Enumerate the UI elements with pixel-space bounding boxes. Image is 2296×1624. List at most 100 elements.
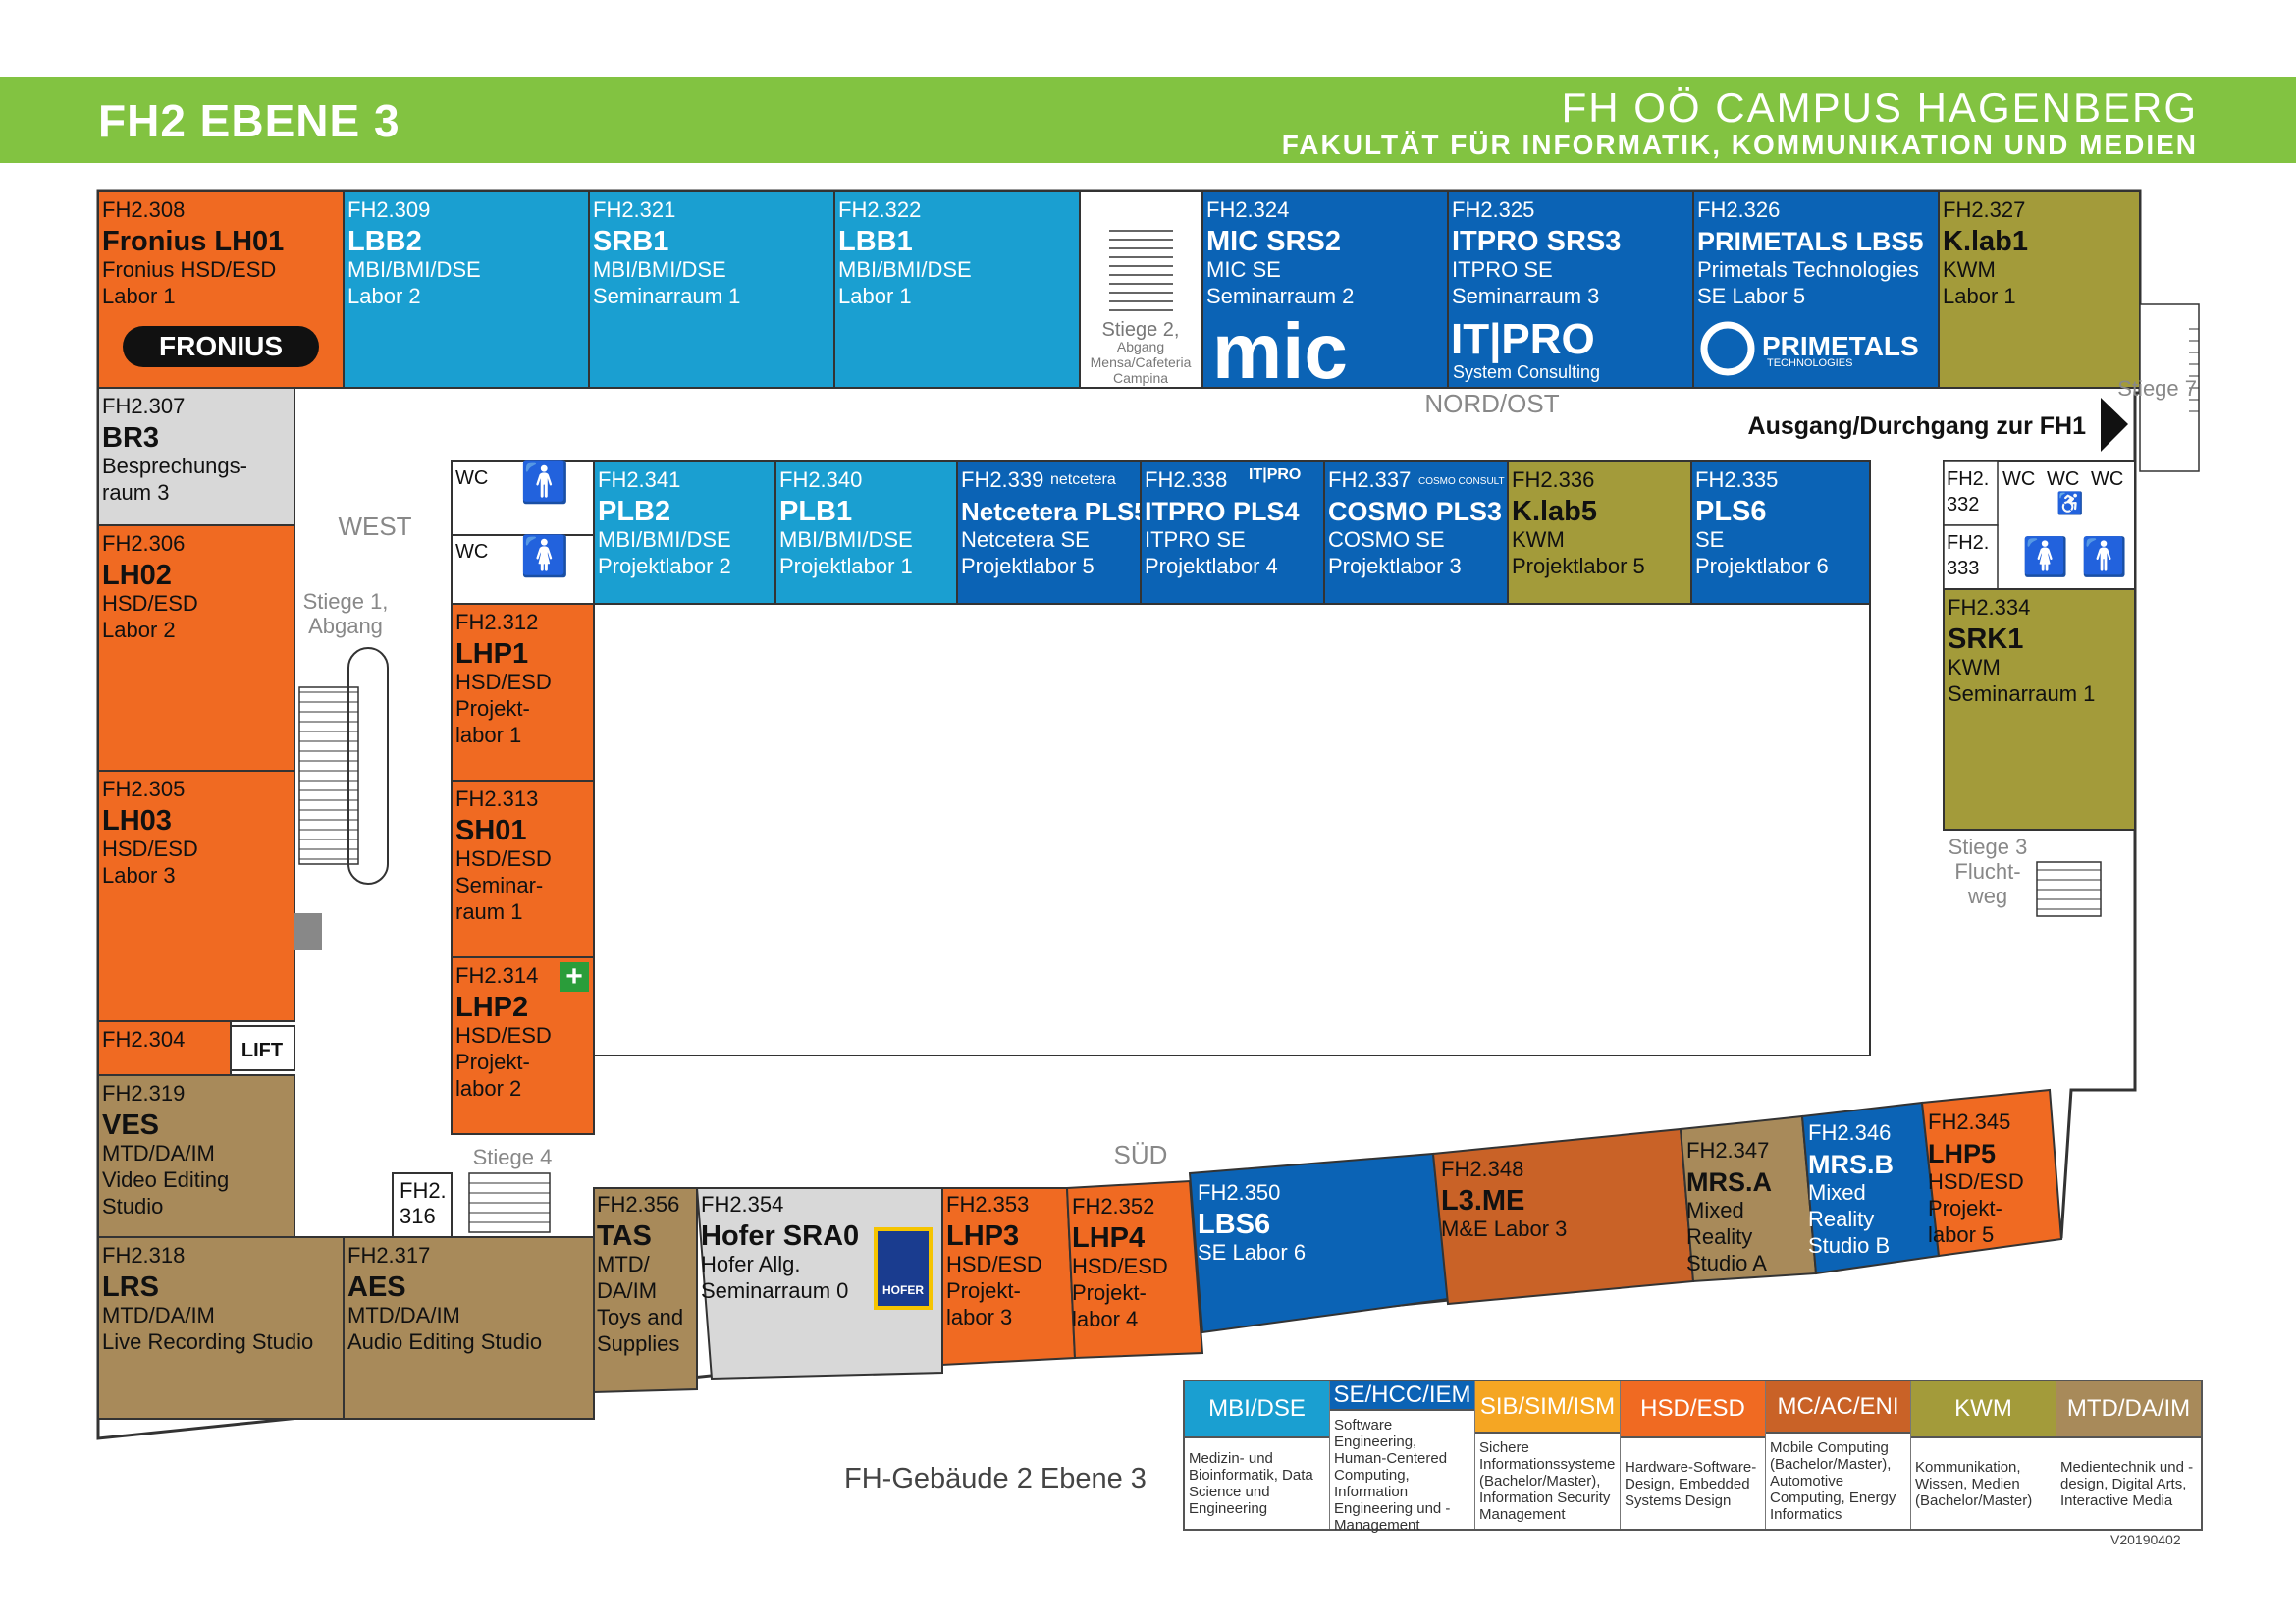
room-line: HSD/ESD	[1072, 1254, 1168, 1278]
room-line: COSMO SE	[1328, 527, 1445, 552]
room-line: Projektlabor 6	[1695, 554, 1829, 578]
room-line: Fronius HSD/ESD	[102, 257, 276, 282]
room-line: Mixed	[1686, 1198, 1744, 1222]
room-line: Toys and	[597, 1305, 683, 1329]
room-area	[1943, 588, 2136, 831]
room-line: Labor 1	[1943, 284, 2016, 308]
room-name: SH01	[455, 815, 527, 846]
room-id: FH2.334	[1948, 595, 2030, 620]
room-line: labor 2	[455, 1076, 521, 1101]
legend-code: MTD/DA/IM	[2056, 1381, 2201, 1438]
room-FH2-316[interactable]	[392, 1172, 453, 1238]
room-name: LBB2	[347, 226, 422, 257]
hofer-logo-text: HOFER	[882, 1283, 924, 1297]
room-id: 316	[400, 1204, 436, 1228]
lift-label: LIFT	[241, 1040, 283, 1061]
room-line: Besprechungs-	[102, 454, 247, 478]
legend-item: HSD/ESD Hardware-Software-Design, Embedde…	[1621, 1381, 1766, 1529]
room-line: MTD/DA/IM	[102, 1141, 215, 1165]
itpro-logo-small: IT|PRO	[1249, 466, 1301, 483]
exit-arrow-icon[interactable]	[2101, 398, 2128, 452]
room-id: FH2.338	[1145, 467, 1227, 492]
primetals-logo: PRIMETALS	[1762, 331, 1919, 361]
room-id: FH2.352	[1072, 1194, 1154, 1218]
room-name: Hofer SRA0	[701, 1220, 859, 1252]
netcetera-logo: netcetera	[1050, 471, 1116, 488]
wheelchair-icon: ♿	[2056, 491, 2083, 515]
legend-code: MBI/DSE	[1185, 1381, 1329, 1438]
stiege-1-label: Abgang	[308, 614, 383, 638]
room-name: PLS6	[1695, 496, 1767, 527]
wc-women[interactable]	[451, 534, 595, 605]
room-line: M&E Labor 3	[1441, 1217, 1567, 1241]
room-line: ITPRO SE	[1145, 527, 1246, 552]
room-area	[588, 190, 835, 389]
version-label: V20190402	[2110, 1532, 2181, 1547]
legend-code: SE/HCC/IEM	[1330, 1381, 1474, 1411]
room-area	[97, 1236, 345, 1420]
room-name: SRB1	[593, 226, 668, 257]
wc-label: WC	[2091, 468, 2123, 490]
room-line: labor 1	[455, 723, 521, 747]
room-line: labor 3	[946, 1305, 1012, 1329]
wc-label: WC	[455, 467, 488, 489]
room-id: FH2.	[1947, 468, 1989, 490]
room-name: Netcetera PLS5	[961, 497, 1148, 526]
room-name: PLB1	[779, 496, 852, 527]
faculty-title: FAKULTÄT FÜR INFORMATIK, KOMMUNIKATION U…	[1281, 130, 2198, 160]
itpro-logo: IT|PRO	[1451, 315, 1595, 364]
legend-item: SIB/SIM/ISM Sichere Informationssysteme (…	[1475, 1381, 1621, 1529]
building-caption: FH-Gebäude 2 Ebene 3	[844, 1463, 1147, 1494]
room-FH2-348[interactable]: FH2.348 L3.MEM&E Labor 3	[1431, 1127, 1695, 1306]
room-id: FH2.321	[593, 197, 675, 222]
room-id: FH2.317	[347, 1243, 430, 1268]
lift[interactable]	[230, 1025, 295, 1071]
room-line: ITPRO SE	[1452, 257, 1553, 282]
room-FH2-332[interactable]	[1943, 460, 1999, 526]
room-line: MTD/	[597, 1252, 651, 1276]
room-line: Studio B	[1808, 1233, 1890, 1258]
room-id: FH2.312	[455, 610, 538, 634]
room-name: MRS.A	[1686, 1167, 1772, 1197]
room-line: MBI/BMI/DSE	[838, 257, 972, 282]
room-line: HSD/ESD	[455, 1023, 552, 1048]
room-id: FH2.327	[1943, 197, 2025, 222]
stiege-3-label: weg	[1967, 884, 2007, 908]
room-area	[97, 387, 295, 526]
room-line: MIC SE	[1206, 257, 1281, 282]
room-line: Projekt-	[455, 1050, 530, 1074]
room-line: Labor 1	[838, 284, 912, 308]
female-icon: 🚺	[2022, 535, 2068, 578]
room-name: LHP3	[946, 1220, 1019, 1252]
